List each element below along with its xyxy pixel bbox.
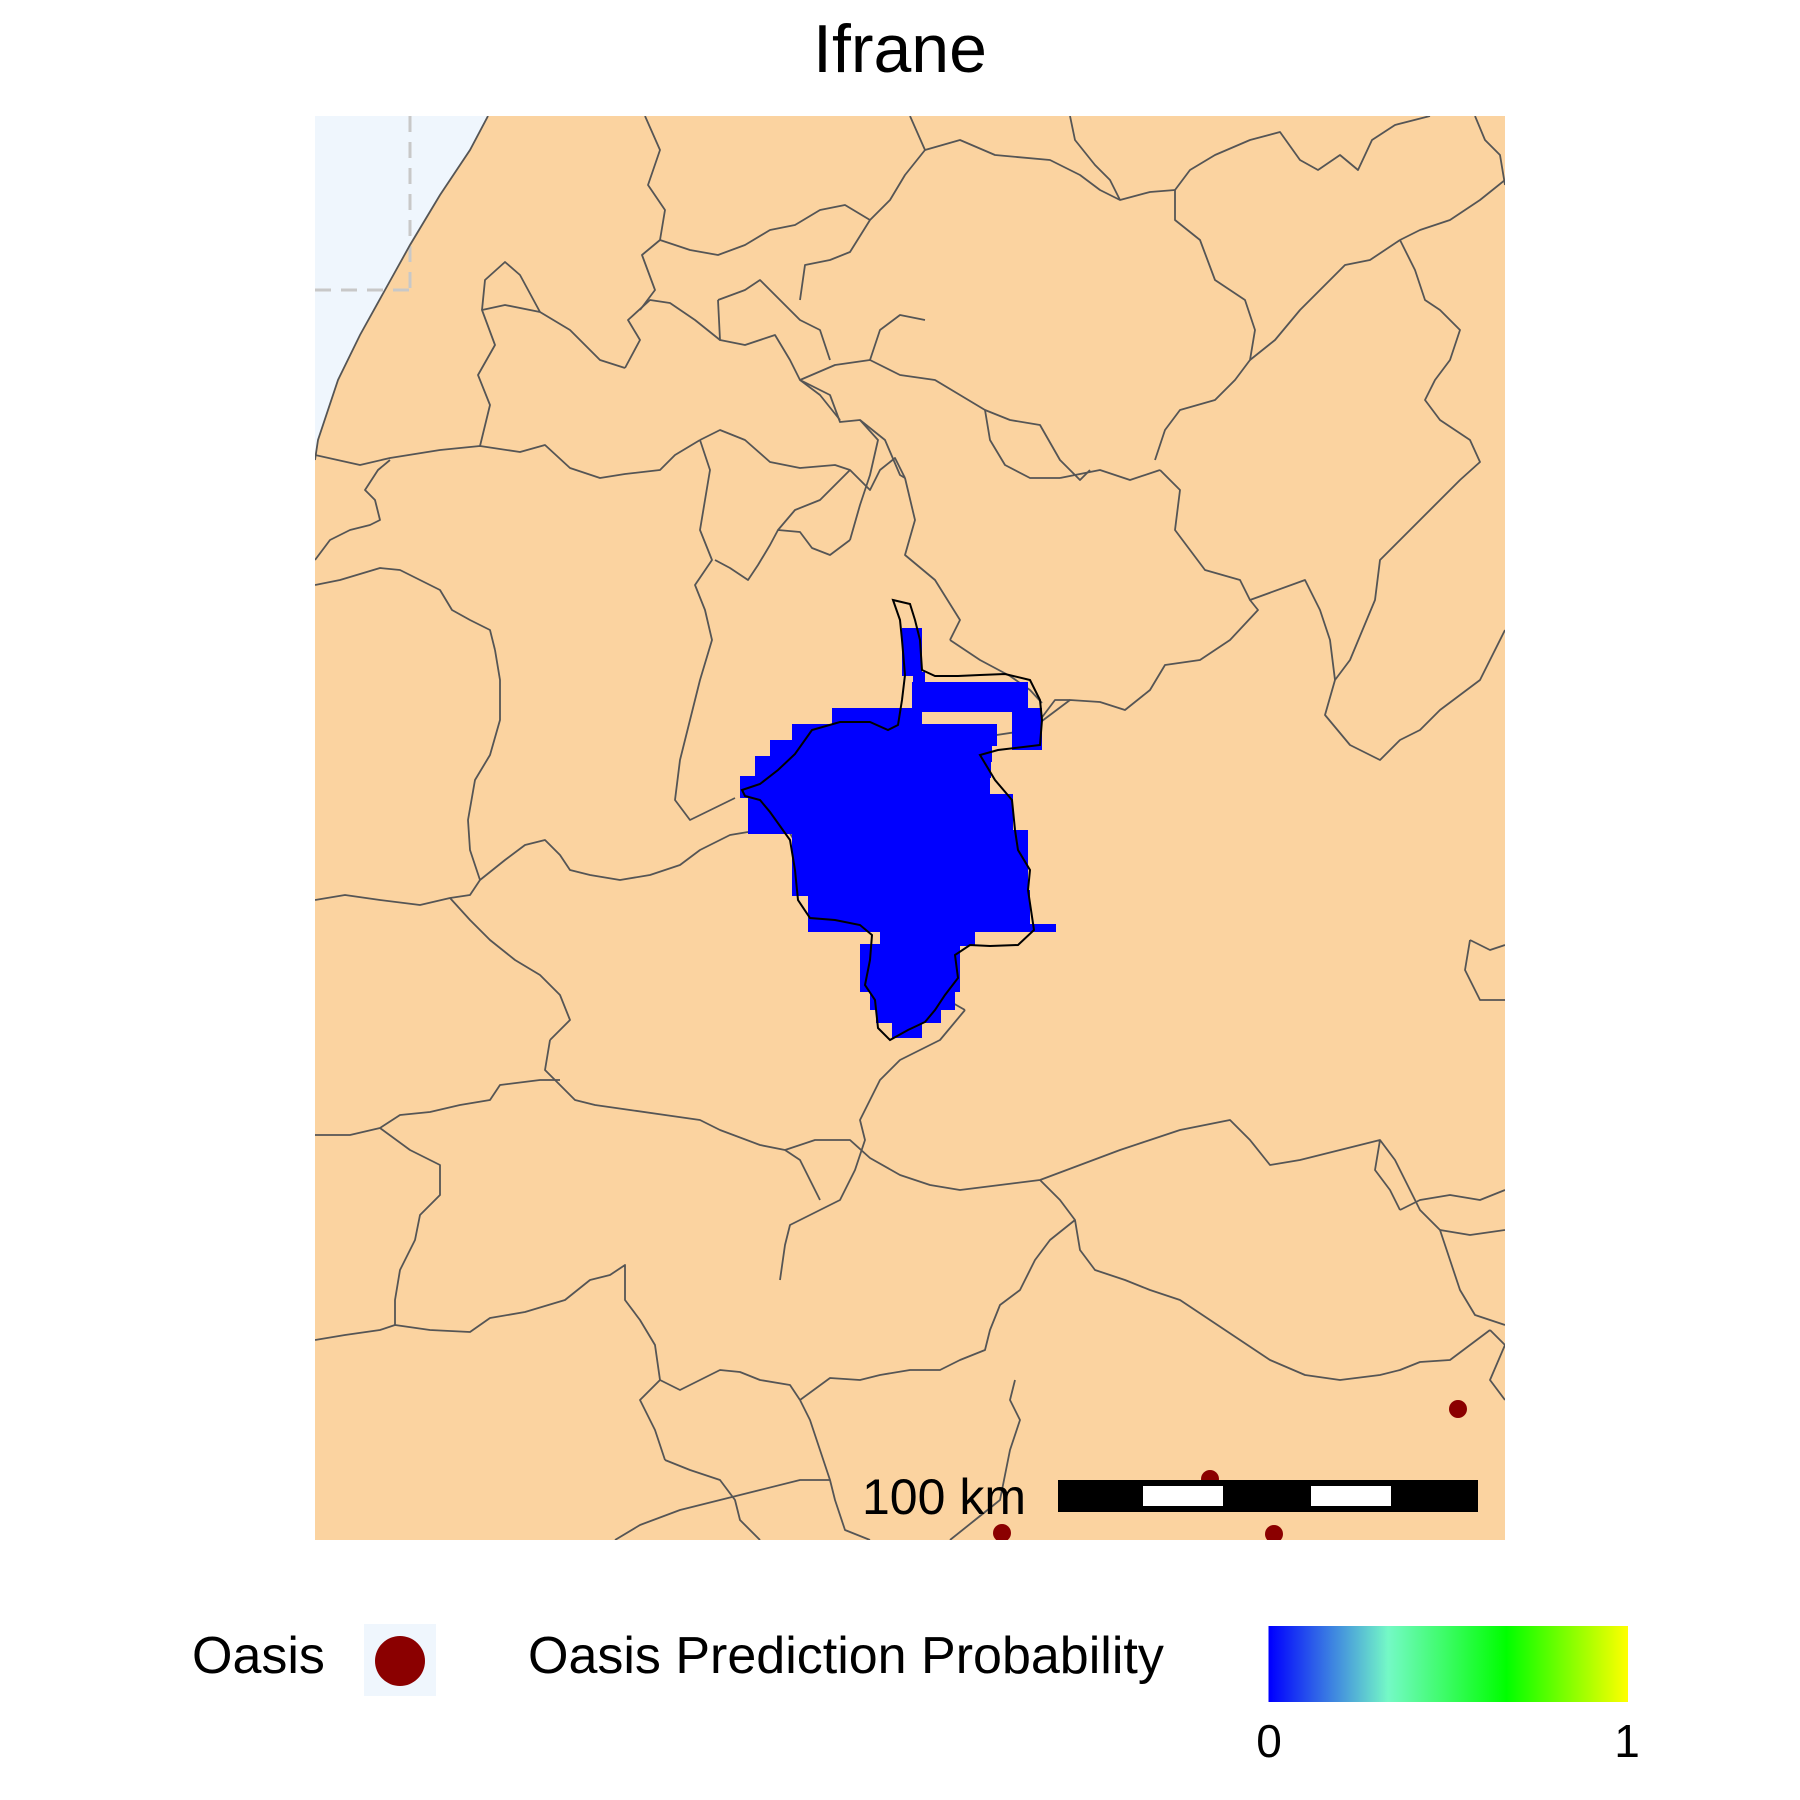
legend-oasis-label: Oasis	[192, 1627, 325, 1685]
legend-min-label: 0	[1256, 1715, 1282, 1767]
admin-borders	[315, 116, 1505, 1540]
sea-area	[315, 116, 488, 460]
prediction-raster	[740, 628, 1056, 1038]
coastline	[315, 116, 489, 461]
scale-bar-label: 100 km	[862, 1469, 1026, 1525]
oasis-point	[1265, 1525, 1283, 1540]
map-title: Ifrane	[813, 11, 987, 87]
graticule	[315, 116, 412, 292]
scale-bar	[1058, 1480, 1478, 1512]
legend-max-label: 1	[1614, 1715, 1640, 1767]
legend-probability-label: Oasis Prediction Probability	[528, 1627, 1164, 1685]
ifrane-outline	[740, 598, 1044, 1042]
probability-colorbar	[1270, 1626, 1628, 1702]
oasis-point	[1449, 1400, 1467, 1418]
map-panel	[315, 116, 1505, 1540]
oasis-legend-dot	[375, 1636, 425, 1686]
oasis-point	[993, 1524, 1011, 1540]
